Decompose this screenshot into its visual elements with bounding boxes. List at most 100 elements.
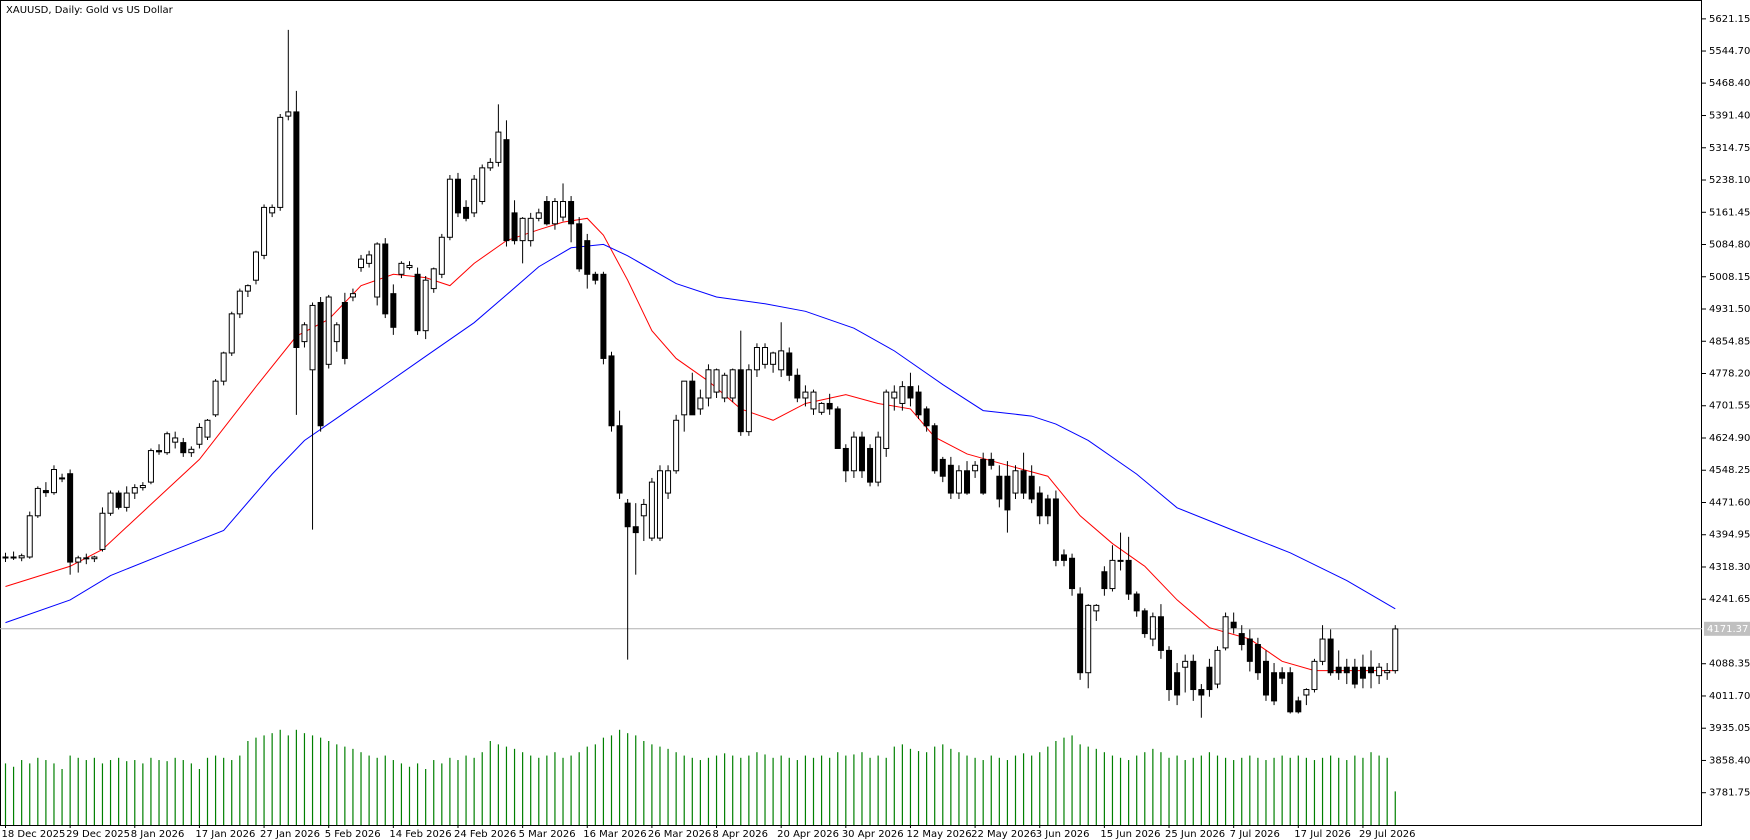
- candle-body: [697, 397, 704, 410]
- candle-body: [551, 201, 558, 225]
- candle-body: [107, 492, 114, 514]
- candle-body: [996, 475, 1003, 500]
- x-tick-label: 7 Jul 2026: [1230, 829, 1280, 840]
- candle-body: [511, 212, 518, 242]
- candle-body: [1174, 672, 1181, 696]
- candle-body: [1287, 672, 1294, 713]
- candle-body: [438, 236, 445, 275]
- candle-body: [673, 419, 680, 472]
- y-tick-label: 5084.80: [1709, 240, 1750, 251]
- candle-body: [463, 206, 470, 219]
- y-tick-label: 4624.90: [1709, 433, 1750, 444]
- candle-body: [358, 258, 365, 269]
- candle-body: [939, 458, 946, 477]
- candle-body: [729, 369, 736, 399]
- candle-body: [665, 470, 672, 494]
- candle-body: [414, 273, 421, 332]
- candle-body: [1004, 475, 1011, 511]
- candle-body: [907, 386, 914, 399]
- candle-body: [1368, 666, 1375, 674]
- candle-body: [180, 442, 187, 454]
- candle-body: [228, 313, 235, 354]
- candle-body: [374, 243, 381, 298]
- candle-body: [269, 206, 276, 214]
- x-tick-label: 20 Apr 2026: [777, 829, 839, 840]
- candle-body: [762, 347, 769, 365]
- candle-body: [608, 355, 615, 427]
- x-tick-label: 8 Jan 2026: [131, 829, 185, 840]
- candle-body: [867, 447, 874, 483]
- candle-body: [236, 290, 243, 315]
- x-tick-label: 27 Jan 2026: [260, 829, 320, 840]
- candle-body: [1157, 616, 1164, 651]
- candle-body: [99, 512, 106, 550]
- candle-body: [689, 380, 696, 416]
- candle-body: [624, 502, 631, 528]
- candle-body: [91, 556, 98, 560]
- candle-body: [1182, 660, 1189, 668]
- candle-body: [301, 324, 308, 343]
- candle-body: [1271, 672, 1278, 702]
- candle-body: [1101, 571, 1108, 590]
- candle-body: [1109, 559, 1116, 590]
- candle-body: [382, 243, 389, 315]
- candle-body: [818, 402, 825, 413]
- candle-body: [1254, 644, 1261, 674]
- x-tick-label: 17 Jan 2026: [195, 829, 255, 840]
- candle-body: [42, 490, 49, 494]
- chart-title: XAUUSD, Daily: Gold vs US Dollar: [6, 5, 174, 16]
- candle-body: [454, 178, 461, 214]
- candle-body: [883, 391, 890, 449]
- candle-body: [850, 436, 857, 472]
- x-tick-label: 30 Apr 2026: [842, 829, 904, 840]
- candle-body: [471, 178, 478, 214]
- candle-body: [632, 526, 639, 534]
- candle-body: [366, 254, 373, 264]
- candle-body: [947, 464, 954, 494]
- candle-body: [1012, 470, 1019, 494]
- candle-body: [810, 391, 817, 410]
- y-tick-label: 5238.10: [1709, 175, 1750, 186]
- candle-body: [261, 206, 268, 256]
- candle-body: [139, 484, 146, 489]
- candle-body: [681, 380, 688, 416]
- candle-body: [285, 111, 292, 117]
- candle-body: [1125, 559, 1132, 595]
- candle-body: [487, 161, 494, 169]
- candle-body: [1206, 666, 1213, 691]
- candle-body: [204, 419, 211, 438]
- candle-body: [543, 201, 550, 225]
- candle-body: [293, 111, 300, 349]
- y-tick-label: 5008.15: [1709, 272, 1750, 283]
- x-tick-label: 17 Jul 2026: [1294, 829, 1351, 840]
- candle-body: [535, 212, 542, 219]
- y-tick-label: 4931.50: [1709, 304, 1750, 315]
- candle-body: [1117, 559, 1124, 562]
- candle-body: [1069, 557, 1076, 590]
- candle-body: [18, 555, 25, 559]
- x-tick-label: 5 Mar 2026: [519, 829, 576, 840]
- y-tick-label: 4548.25: [1709, 465, 1750, 476]
- candle-body: [1335, 666, 1342, 674]
- x-tick-label: 24 Feb 2026: [454, 829, 516, 840]
- candle-body: [875, 436, 882, 483]
- candle-body: [1093, 604, 1100, 612]
- candle-body: [923, 408, 930, 427]
- candle-body: [333, 324, 340, 343]
- candle-body: [648, 481, 655, 539]
- y-tick-label: 4011.70: [1709, 691, 1750, 702]
- candle-body: [196, 426, 203, 445]
- candle-body: [495, 131, 502, 163]
- candle-body: [50, 469, 57, 494]
- candle-body: [147, 450, 154, 483]
- candle-body: [212, 380, 219, 416]
- y-tick-label: 3781.75: [1709, 788, 1750, 799]
- candle-body: [915, 391, 922, 416]
- candle-body: [1376, 666, 1383, 677]
- y-tick-label: 5314.75: [1709, 143, 1750, 154]
- candle-body: [753, 347, 760, 371]
- y-tick-label: 4394.95: [1709, 530, 1750, 541]
- y-tick-label: 4088.35: [1709, 659, 1750, 670]
- candle-body: [1133, 593, 1140, 612]
- x-tick-label: 8 Apr 2026: [713, 829, 768, 840]
